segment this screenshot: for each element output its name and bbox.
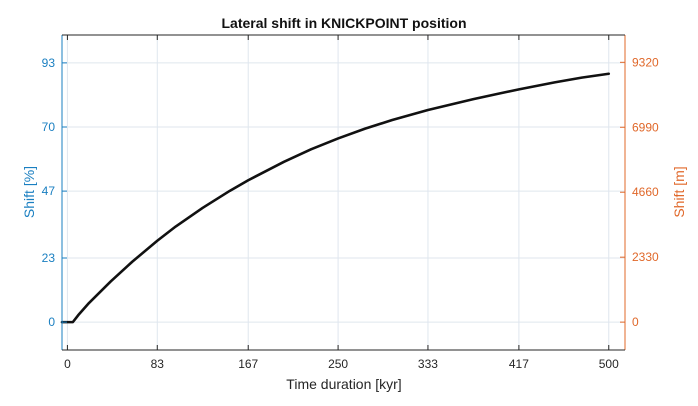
- x-tick-label: 417: [509, 357, 529, 371]
- series-group: [60, 72, 611, 324]
- x-tick-label: 0: [64, 357, 71, 371]
- grid: [62, 35, 625, 350]
- y-right-tick-label: 9320: [632, 55, 659, 69]
- y-right-tick-label: 4660: [632, 185, 659, 199]
- plot-area: [62, 35, 625, 350]
- y-left-tick-label: 23: [42, 251, 56, 265]
- y-left-tick-label: 0: [48, 315, 55, 329]
- y-left-tick-label: 93: [42, 56, 56, 70]
- x-tick-label: 500: [599, 357, 619, 371]
- series-line-0: [60, 72, 611, 324]
- x-tick-label: 333: [418, 357, 438, 371]
- chart-title: Lateral shift in KNICKPOINT position: [221, 15, 466, 31]
- axes: [61, 34, 626, 351]
- x-tick-label: 83: [151, 357, 165, 371]
- y-left-tick-label: 70: [42, 120, 56, 134]
- y-left-tick-label: 47: [42, 184, 56, 198]
- y-axis-left-label: Shift [%]: [21, 166, 37, 218]
- ticks: 0 83 167 250 333 417 500 0 23 47 70 93 0 2330 4660 6990…: [42, 35, 659, 371]
- y-right-tick-label: 6990: [632, 120, 659, 134]
- y-right-tick-label: 2330: [632, 250, 659, 264]
- x-axis-label: Time duration [kyr]: [286, 376, 401, 392]
- y-right-tick-label: 0: [632, 315, 639, 329]
- x-tick-label: 250: [328, 357, 348, 371]
- x-tick-label: 167: [238, 357, 258, 371]
- y-axis-right-label: Shift [m]: [671, 166, 687, 217]
